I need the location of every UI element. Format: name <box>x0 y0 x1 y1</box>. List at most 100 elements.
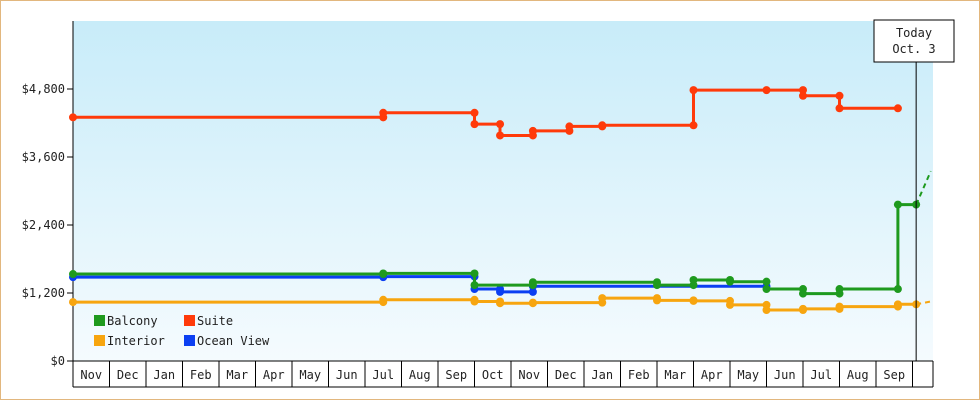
today-label-line: Oct. 3 <box>892 42 935 56</box>
legend-swatch-ocean-view <box>184 335 195 346</box>
legend-swatch-balcony <box>94 315 105 326</box>
x-tick-label: Jul <box>372 368 394 382</box>
data-point-suite <box>496 131 505 140</box>
data-point-balcony <box>470 269 479 278</box>
data-point-interior <box>893 300 902 309</box>
x-tick-label: Nov <box>80 368 102 382</box>
data-point-interior <box>379 295 388 304</box>
x-tick-label: Jan <box>591 368 613 382</box>
data-point-interior <box>496 299 505 308</box>
y-axis: $0 $1,200 $2,400 $3,600 $4,800 <box>22 21 74 368</box>
data-point-suite <box>528 126 537 135</box>
x-tick-label: Feb <box>190 368 212 382</box>
series-line-interior <box>73 296 917 312</box>
today-label-line: Today <box>896 26 932 40</box>
x-tick-label: Mar <box>664 368 686 382</box>
x-tick-label: Aug <box>847 368 869 382</box>
data-point-balcony <box>689 275 698 284</box>
x-tick-label: Apr <box>701 368 723 382</box>
legend-item-suite: Suite <box>184 314 233 328</box>
x-tick-label: Dec <box>117 368 139 382</box>
x-tick-label: Feb <box>628 368 650 382</box>
legend-label-ocean-view: Ocean View <box>197 334 270 348</box>
legend-item-ocean-view: Ocean View <box>184 334 270 348</box>
data-point-balcony <box>762 277 771 286</box>
y-tick-label: $2,400 <box>22 218 65 232</box>
data-point-interior <box>689 296 698 305</box>
x-axis: Nov Dec Jan Feb Mar Apr May Jun Jul Aug Sep Oct Nov D… <box>72 360 934 388</box>
legend-swatch-interior <box>94 335 105 346</box>
data-point-interior <box>528 298 537 307</box>
y-tick-label: $3,600 <box>22 150 65 164</box>
legend: Balcony Suite Interior Ocean View <box>94 314 270 348</box>
data-point-balcony <box>726 277 734 286</box>
series-projection-balcony <box>915 170 932 206</box>
data-point-interior <box>470 297 479 306</box>
data-point-suite <box>69 113 77 122</box>
data-point-suite <box>835 104 844 113</box>
data-point-suite <box>470 108 479 117</box>
data-point-interior <box>598 294 607 303</box>
x-tick-label: Sep <box>883 368 905 382</box>
x-tick-label: Jun <box>336 368 358 382</box>
data-point-interior <box>835 302 844 311</box>
x-tick-label: May <box>299 368 321 382</box>
data-point-balcony <box>653 281 661 290</box>
x-tick-label: Sep <box>445 368 467 382</box>
data-point-balcony <box>799 289 807 298</box>
legend-label-balcony: Balcony <box>107 314 158 328</box>
data-point-suite <box>762 86 771 95</box>
data-point-balcony <box>69 270 77 279</box>
y-tick-label: $0 <box>51 354 65 368</box>
legend-label-interior: Interior <box>107 334 165 348</box>
x-tick-label: Nov <box>518 368 540 382</box>
data-point-ocean-view <box>496 287 505 296</box>
data-point-ocean-view <box>528 287 537 296</box>
data-point-balcony <box>893 200 902 209</box>
x-tick-label: Oct <box>482 368 504 382</box>
data-point-interior <box>653 296 661 305</box>
data-point-balcony <box>893 285 902 294</box>
data-point-suite <box>835 91 844 100</box>
data-point-balcony <box>528 278 537 287</box>
data-point-suite <box>799 91 807 100</box>
x-tick-label: Jan <box>153 368 175 382</box>
series-balcony <box>69 170 932 298</box>
data-point-interior <box>726 300 734 309</box>
legend-item-interior: Interior <box>94 334 165 348</box>
x-tick-label: Dec <box>555 368 577 382</box>
data-point-suite <box>565 122 574 131</box>
data-point-interior <box>69 298 77 307</box>
x-tick-label: Jul <box>810 368 832 382</box>
series-interior <box>69 294 931 314</box>
x-tick-label: Apr <box>263 368 285 382</box>
data-point-interior <box>799 304 807 313</box>
data-point-suite <box>893 104 902 113</box>
data-point-balcony <box>762 285 771 294</box>
data-point-suite <box>496 120 505 129</box>
data-point-balcony <box>379 269 388 278</box>
y-tick-label: $1,200 <box>22 286 65 300</box>
legend-label-suite: Suite <box>197 314 233 328</box>
data-point-suite <box>598 121 607 130</box>
y-tick-label: $4,800 <box>22 82 65 96</box>
today-marker: Today Oct. 3 <box>873 19 955 361</box>
series-suite <box>69 86 902 140</box>
data-point-interior <box>762 306 771 314</box>
data-point-suite <box>689 121 698 130</box>
data-point-suite <box>799 86 807 95</box>
data-point-suite <box>379 108 388 117</box>
x-tick-label: May <box>737 368 759 382</box>
data-point-balcony <box>470 281 479 290</box>
series-lines <box>69 86 932 314</box>
data-point-suite <box>470 120 479 129</box>
legend-item-balcony: Balcony <box>94 314 158 328</box>
data-point-balcony <box>835 285 844 294</box>
data-point-suite <box>689 86 698 95</box>
x-tick-label: Mar <box>226 368 248 382</box>
legend-swatch-suite <box>184 315 195 326</box>
x-tick-label: Aug <box>409 368 431 382</box>
x-tick-label: Jun <box>774 368 796 382</box>
